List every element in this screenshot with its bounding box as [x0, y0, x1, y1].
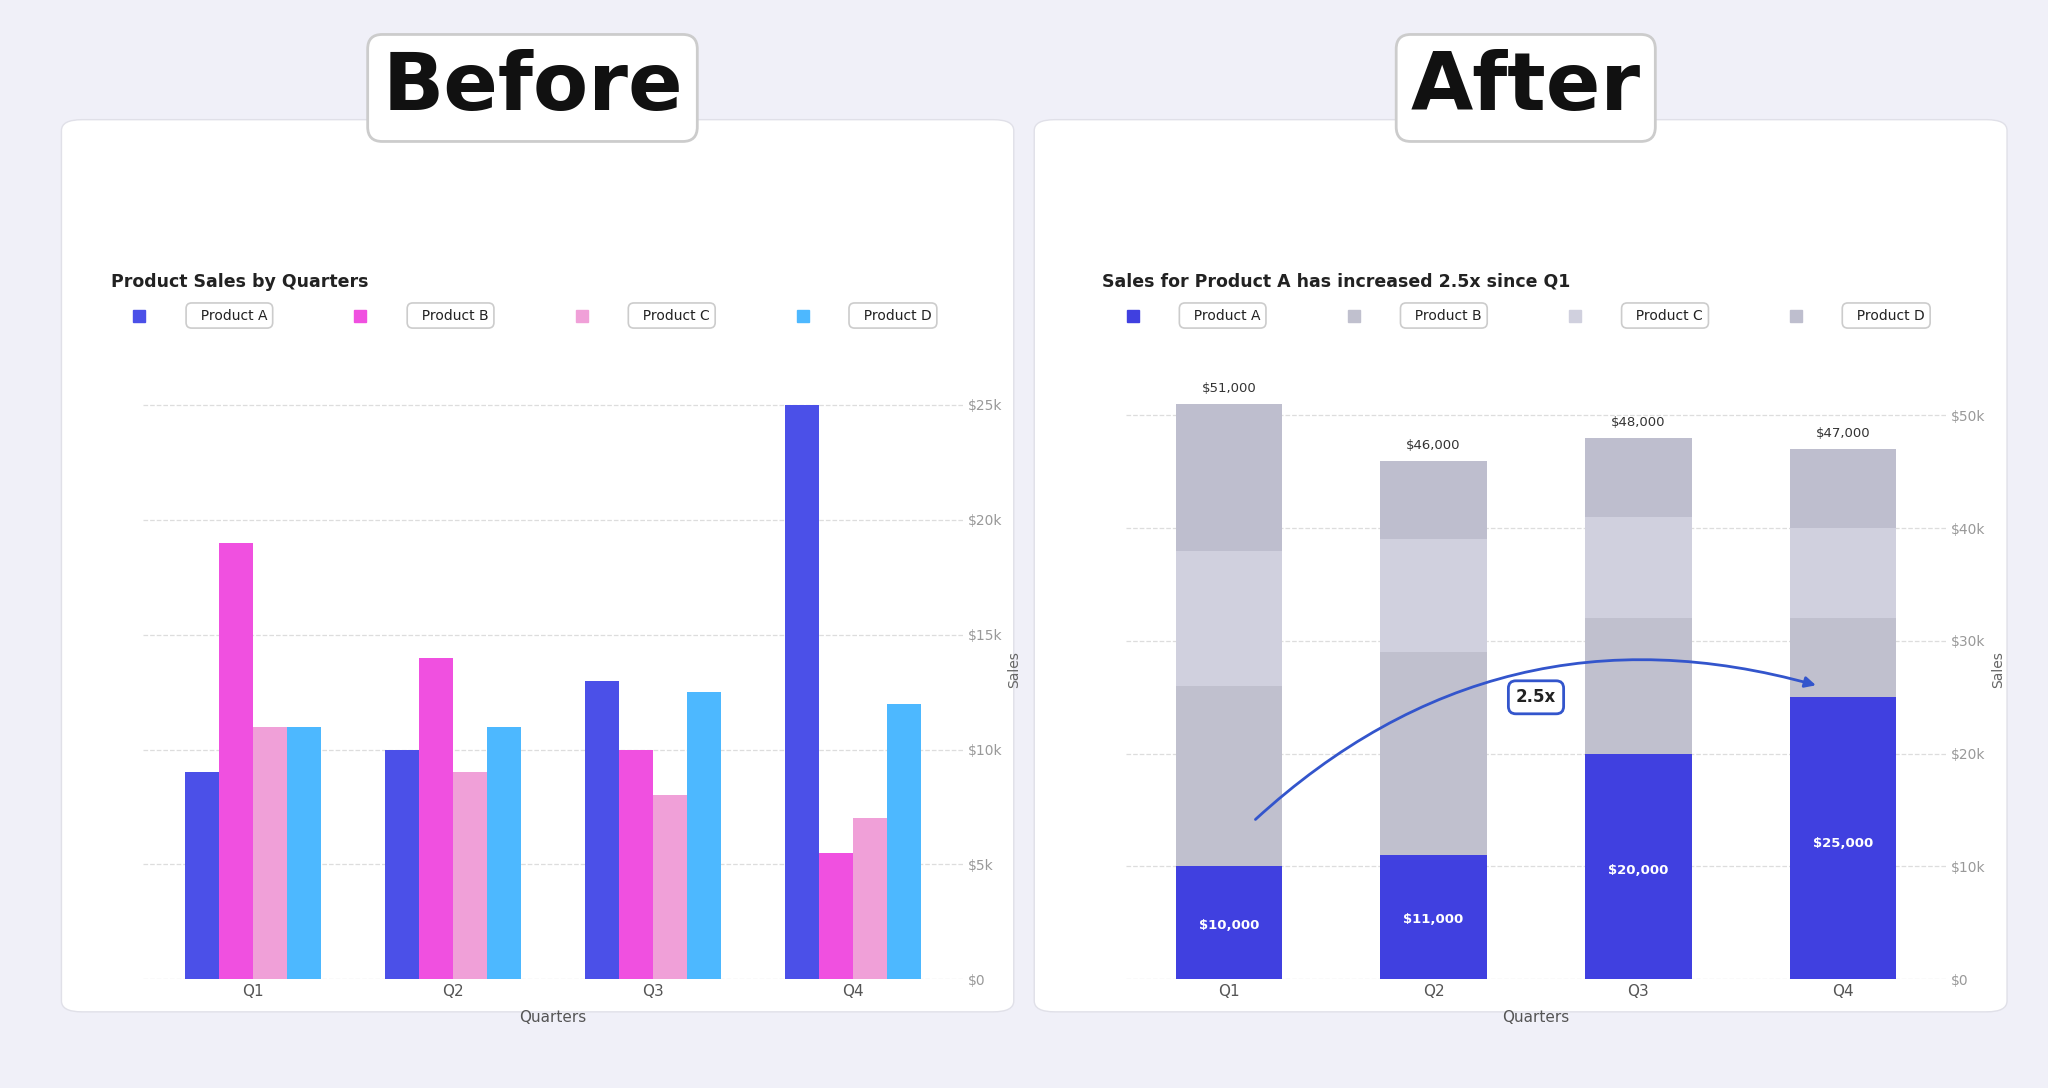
Bar: [287, 727, 322, 979]
Y-axis label: Sales: Sales: [1008, 651, 1022, 688]
Bar: [487, 727, 520, 979]
Text: Product A: Product A: [1186, 309, 1260, 322]
Text: $10,000: $10,000: [1198, 918, 1260, 931]
Bar: [1380, 855, 1487, 979]
Bar: [1176, 404, 1282, 551]
Text: Product C: Product C: [1628, 309, 1702, 322]
Text: Product D: Product D: [1847, 309, 1925, 322]
Text: $11,000: $11,000: [1403, 913, 1464, 926]
Text: Product D: Product D: [854, 309, 932, 322]
Bar: [852, 818, 887, 979]
Bar: [653, 795, 686, 979]
Y-axis label: Sales: Sales: [1991, 651, 2005, 688]
Bar: [686, 692, 721, 979]
Text: Before: Before: [383, 49, 682, 127]
Text: Product B: Product B: [1407, 309, 1481, 322]
Bar: [819, 853, 852, 979]
Bar: [1790, 449, 1896, 528]
Text: Product C: Product C: [635, 309, 709, 322]
FancyBboxPatch shape: [61, 120, 1014, 1012]
Bar: [184, 772, 219, 979]
Bar: [1585, 754, 1692, 979]
FancyBboxPatch shape: [1034, 120, 2007, 1012]
Bar: [1790, 528, 1896, 618]
Bar: [453, 772, 487, 979]
Bar: [1790, 697, 1896, 979]
Bar: [1585, 438, 1692, 517]
Text: 2.5x: 2.5x: [1516, 689, 1556, 706]
Bar: [1176, 866, 1282, 979]
Text: Product B: Product B: [414, 309, 487, 322]
X-axis label: Quarters: Quarters: [1503, 1010, 1569, 1025]
X-axis label: Quarters: Quarters: [520, 1010, 586, 1025]
Bar: [586, 681, 618, 979]
Text: Product Sales by Quarters: Product Sales by Quarters: [111, 273, 369, 290]
Bar: [1176, 551, 1282, 687]
Bar: [1380, 460, 1487, 540]
Bar: [1585, 517, 1692, 618]
Bar: [420, 657, 453, 979]
Bar: [1585, 618, 1692, 754]
Text: $25,000: $25,000: [1812, 838, 1874, 851]
Bar: [1176, 687, 1282, 866]
Bar: [385, 750, 420, 979]
Text: Product A: Product A: [193, 309, 266, 322]
Text: $48,000: $48,000: [1612, 416, 1665, 429]
Bar: [1380, 540, 1487, 652]
Text: $20,000: $20,000: [1608, 865, 1669, 877]
Bar: [1790, 618, 1896, 697]
Bar: [254, 727, 287, 979]
Text: $46,000: $46,000: [1407, 438, 1460, 452]
Text: $51,000: $51,000: [1202, 382, 1255, 395]
Text: After: After: [1411, 49, 1640, 127]
Bar: [219, 543, 254, 979]
Bar: [618, 750, 653, 979]
Text: $47,000: $47,000: [1817, 428, 1870, 441]
Bar: [784, 405, 819, 979]
Text: Sales for Product A has increased 2.5x since Q1: Sales for Product A has increased 2.5x s…: [1102, 273, 1571, 290]
Bar: [887, 704, 922, 979]
Bar: [1380, 652, 1487, 855]
